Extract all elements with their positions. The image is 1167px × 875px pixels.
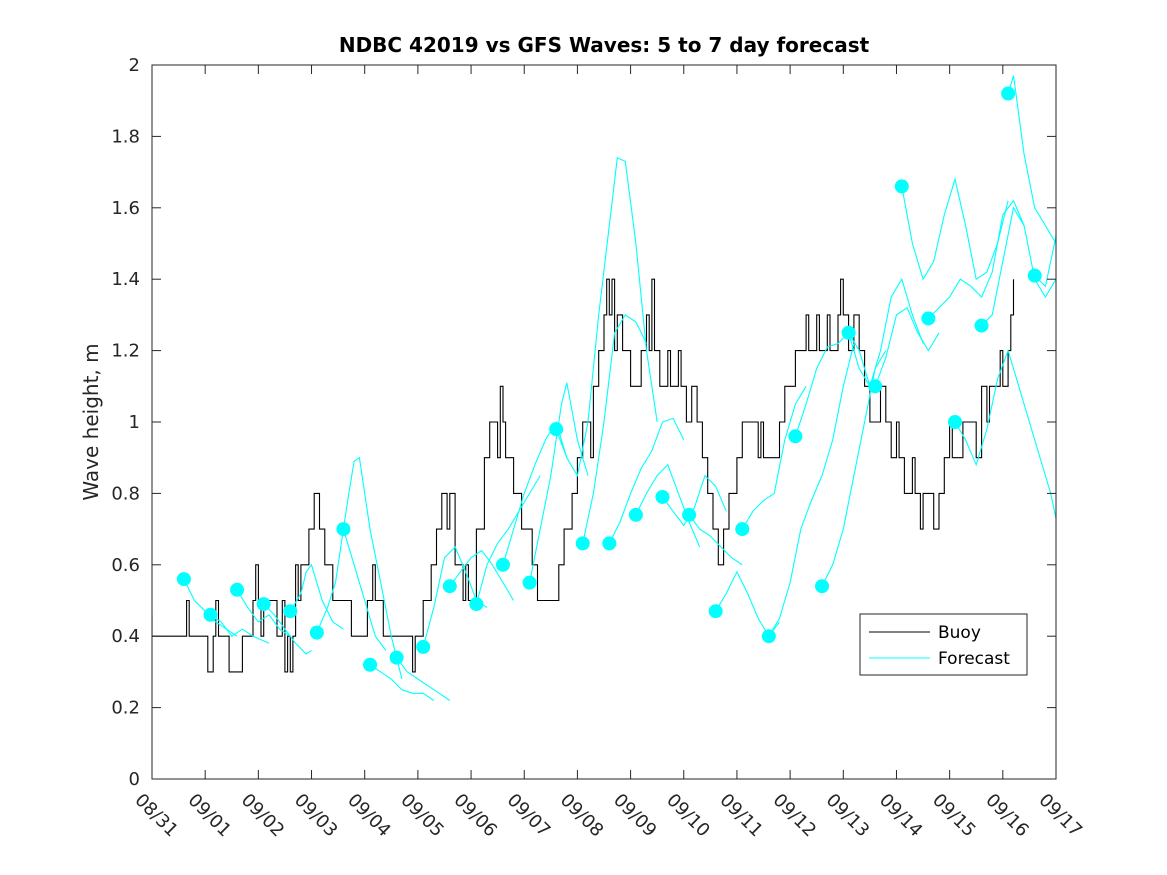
forecast-marker — [363, 657, 378, 672]
forecast-line — [263, 603, 312, 655]
forecast-line — [608, 417, 685, 544]
legend-label-buoy: Buoy — [938, 623, 981, 643]
forecast-marker — [602, 536, 617, 551]
forecast-line — [236, 589, 291, 637]
y-tick-label: 0 — [129, 769, 140, 790]
forecast-marker — [230, 582, 245, 597]
forecast-marker — [894, 179, 909, 194]
y-tick-label: 1.8 — [111, 126, 140, 147]
forecast-line — [502, 420, 568, 565]
forecast-line — [688, 514, 743, 566]
forecast-series — [183, 75, 1056, 701]
y-tick-label: 1.2 — [111, 341, 140, 362]
forecast-marker — [708, 604, 723, 619]
y-axis-label: Wave height, m — [79, 343, 103, 500]
forecast-marker — [735, 522, 750, 537]
buoy-line — [152, 278, 1015, 673]
forecast-line — [954, 348, 1056, 519]
forecast-marker — [628, 507, 643, 522]
forecast-marker — [1001, 86, 1016, 101]
forecast-marker — [788, 429, 803, 444]
forecast-line — [1007, 75, 1056, 244]
forecast-marker — [309, 625, 324, 640]
legend: Buoy Forecast — [859, 613, 1028, 676]
forecast-marker — [549, 422, 564, 437]
buoy-series — [152, 278, 1015, 673]
forecast-marker — [761, 629, 776, 644]
forecast-marker — [495, 557, 510, 572]
forecast-marker — [283, 604, 298, 619]
y-tick-label: 0.6 — [111, 555, 140, 576]
forecast-line — [342, 456, 403, 680]
plot-area — [152, 75, 1056, 701]
y-tick-label: 0.2 — [111, 698, 140, 719]
y-tick-label: 2 — [129, 55, 140, 76]
chart-title: NDBC 42019 vs GFS Waves: 5 to 7 day fore… — [339, 33, 870, 57]
forecast-marker — [256, 597, 271, 612]
forecast-marker — [921, 311, 936, 326]
forecast-line — [475, 475, 541, 605]
forecast-marker — [389, 650, 404, 665]
forecast-markers — [176, 86, 1042, 672]
forecast-line — [210, 614, 270, 644]
forecast-line — [874, 306, 940, 387]
forecast-marker — [947, 415, 962, 429]
y-tick-label: 1.6 — [111, 198, 140, 219]
legend-label-forecast: Forecast — [938, 649, 1010, 669]
forecast-marker — [815, 579, 830, 594]
forecast-marker — [416, 639, 431, 654]
y-tick-label: 0.8 — [111, 483, 140, 504]
forecast-line — [289, 563, 344, 630]
forecast-line — [582, 314, 647, 544]
y-axis: 0 0.2 0.4 0.6 0.8 1 1.2 1.4 1.6 1.8 2 — [111, 55, 1056, 790]
forecast-marker — [868, 379, 883, 394]
forecast-marker — [176, 572, 191, 587]
forecast-line — [768, 343, 855, 637]
forecast-line — [928, 199, 1025, 319]
forecast-line — [529, 382, 589, 583]
forecast-marker — [841, 325, 856, 340]
forecast-marker — [575, 536, 590, 551]
forecast-line — [981, 206, 1056, 326]
forecast-line — [369, 664, 435, 701]
forecast-line — [396, 657, 451, 701]
y-tick-label: 1.4 — [111, 269, 140, 290]
forecast-line — [901, 177, 1009, 281]
forecast-marker — [974, 318, 989, 333]
forecast-marker — [682, 507, 697, 522]
forecast-marker — [469, 597, 484, 612]
y-tick-label: 1 — [129, 412, 140, 433]
y-tick-label: 0.4 — [111, 626, 140, 647]
forecast-marker — [1027, 268, 1042, 283]
forecast-marker — [203, 607, 218, 622]
forecast-marker — [336, 522, 351, 537]
forecast-line — [449, 549, 515, 601]
forecast-marker — [522, 575, 537, 590]
forecast-line — [316, 528, 387, 651]
forecast-marker — [442, 579, 457, 594]
forecast-line — [848, 277, 924, 388]
forecast-line — [555, 156, 658, 478]
forecast-line — [635, 463, 701, 548]
forecast-line — [794, 331, 871, 437]
legend-box — [859, 613, 1028, 676]
forecast-line — [662, 474, 727, 527]
forecast-marker — [655, 489, 670, 504]
forecast-line — [741, 386, 807, 530]
